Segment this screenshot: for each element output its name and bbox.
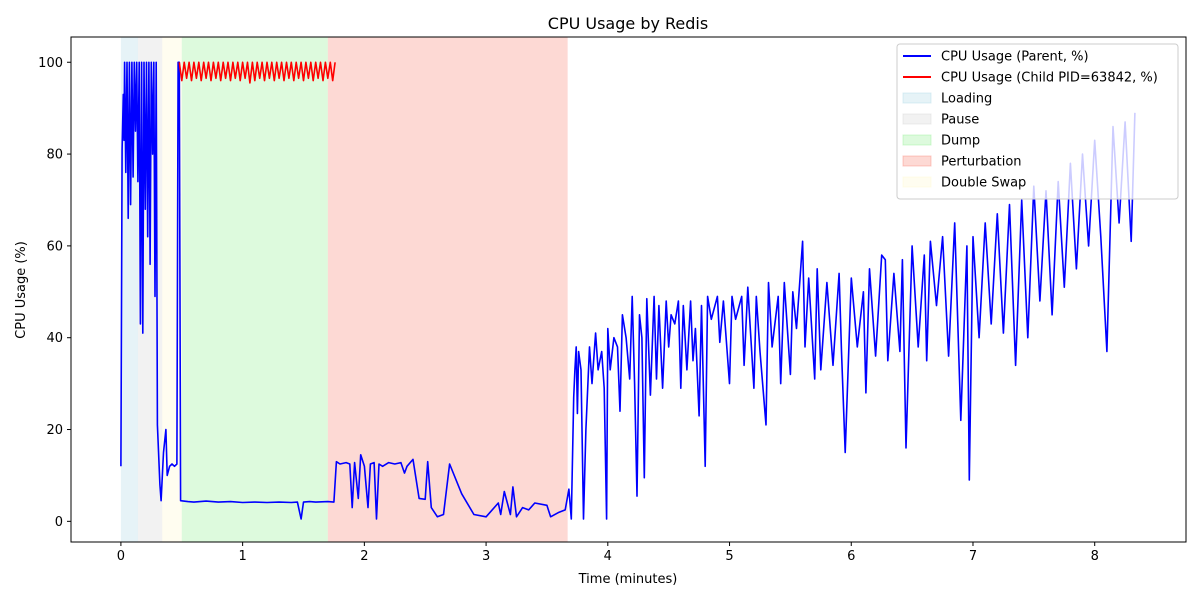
- x-axis-title: Time (minutes): [578, 572, 678, 587]
- legend: CPU Usage (Parent, %) CPU Usage (Child PI…: [896, 43, 1179, 200]
- y-tick-label: 100: [38, 56, 63, 71]
- phase-bands: [120, 37, 568, 542]
- legend-swatch-double-swap: [902, 176, 932, 188]
- legend-label-dump: Dump: [941, 134, 980, 149]
- legend-swatch-pause: [902, 113, 932, 125]
- x-tick-label: 6: [847, 549, 855, 564]
- legend-swatch-loading: [902, 92, 932, 104]
- x-tick-label: 2: [360, 549, 368, 564]
- legend-label-loading: Loading: [941, 92, 992, 107]
- phase-band-perturbation: [327, 37, 568, 542]
- y-tick-label: 40: [46, 331, 63, 346]
- legend-label-pause: Pause: [941, 113, 979, 128]
- legend-box: [896, 43, 1179, 200]
- x-tick-label: 3: [482, 549, 490, 564]
- series-line-child: [178, 61, 336, 84]
- chart-title: CPU Usage by Redis: [548, 14, 708, 33]
- plot-frame: [70, 36, 1187, 543]
- legend-label-cpu-usage-child-pid-63842: CPU Usage (Child PID=63842, %): [941, 71, 1158, 86]
- legend-label-cpu-usage-parent: CPU Usage (Parent, %): [941, 50, 1089, 65]
- legend-label-perturbation: Perturbation: [941, 155, 1022, 170]
- legend-swatch-dump: [902, 134, 932, 146]
- series-line-parent: [120, 61, 1136, 520]
- x-tick-label: 4: [604, 549, 612, 564]
- x-tick-label: 5: [725, 549, 733, 564]
- legend-swatch-perturbation: [902, 155, 932, 167]
- y-tick-label: 60: [46, 239, 63, 254]
- series-lines: [120, 61, 1136, 520]
- y-tick-label: 0: [55, 515, 63, 530]
- x-axis-ticks: 0 1 2 3 4 5 6 7 8: [117, 542, 1099, 564]
- y-axis-title: CPU Usage (%): [14, 241, 29, 339]
- x-tick-label: 1: [238, 549, 246, 564]
- phase-band-dump: [181, 37, 328, 542]
- y-tick-label: 20: [46, 423, 63, 438]
- x-tick-label: 0: [117, 549, 125, 564]
- x-tick-label: 8: [1091, 549, 1099, 564]
- legend-label-double-swap: Double Swap: [941, 176, 1026, 191]
- y-tick-label: 80: [46, 148, 63, 163]
- x-tick-label: 7: [969, 549, 977, 564]
- y-axis-ticks: 0 20 40 60 80 100: [38, 56, 71, 530]
